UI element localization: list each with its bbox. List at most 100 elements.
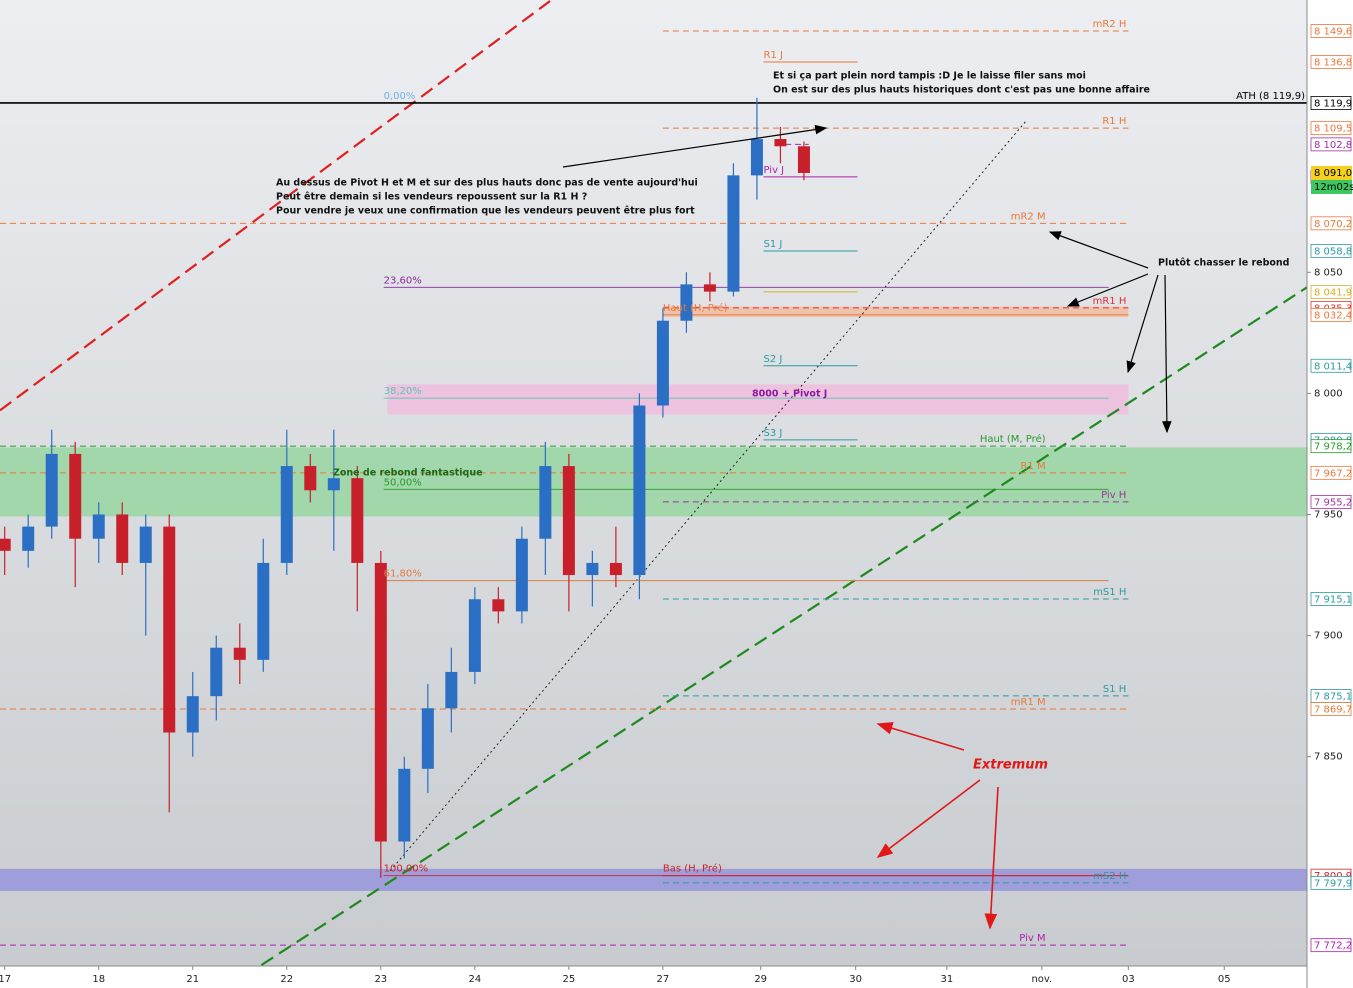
x-tick-label: 03 <box>1122 974 1135 985</box>
price-label: 8 011,4 <box>1314 361 1352 372</box>
candle-body <box>210 647 223 697</box>
x-tick-label: 27 <box>657 974 670 985</box>
level-label: mR1 M <box>1011 697 1046 708</box>
candle-body <box>233 647 246 660</box>
trend-line <box>260 286 1308 966</box>
candle-body <box>421 708 434 769</box>
candle-body <box>727 175 740 292</box>
zone <box>0 868 1307 891</box>
price-label: 7 915,1 <box>1314 595 1352 606</box>
price-label-box <box>1310 465 1352 480</box>
level-label: S1 J <box>764 239 783 250</box>
annotation: 8000 + Pivot J <box>752 389 827 400</box>
annotation: Extremum <box>973 758 1048 773</box>
candle-body <box>468 599 481 672</box>
price-label-box <box>1310 702 1352 716</box>
fib-label: 0,00% <box>384 91 416 102</box>
candle-body <box>163 526 176 733</box>
y-tick-label: 7 950 <box>1314 509 1343 520</box>
timer: 12m02s <box>1314 182 1353 193</box>
fib-label: 61,80% <box>384 569 422 580</box>
annotation: Au dessus de Pivot H et M et sur des plu… <box>276 178 698 189</box>
trend-line <box>389 119 1028 872</box>
price-label-box <box>1310 121 1352 136</box>
candle-body <box>69 453 82 539</box>
trend-line <box>0 0 551 412</box>
annotation: Pour vendre je veux une confirmation que… <box>276 206 695 217</box>
candle-body <box>92 514 105 539</box>
annotation: On est sur des plus hauts historiques do… <box>773 85 1150 96</box>
annotation: Peut être demain si les vendeurs repouss… <box>276 192 587 203</box>
price-label: 8 102,8 <box>1314 140 1352 151</box>
price-label: 8 032,4 <box>1314 310 1352 321</box>
candle-body <box>586 562 599 576</box>
level-label: Haut (M, Pré) <box>980 433 1046 445</box>
candle-body <box>0 538 11 551</box>
level-label: S3 J <box>764 428 783 439</box>
candle-body <box>797 146 810 173</box>
time-axis <box>0 966 1307 988</box>
zone <box>0 447 1307 517</box>
annotation: Plutôt chasser le rebond <box>1158 258 1289 269</box>
candle-body <box>445 671 458 709</box>
timer-box <box>1311 179 1352 194</box>
level-label: S2 J <box>764 354 783 365</box>
arrows <box>562 124 1172 930</box>
y-tick-label: 7 850 <box>1314 752 1343 763</box>
candle-body <box>492 599 505 612</box>
price-label: 7 869,7 <box>1314 704 1352 715</box>
level-label: mS2 H <box>1093 871 1126 882</box>
price-label-box <box>1310 55 1352 69</box>
y-tick-label: 7 900 <box>1314 631 1343 642</box>
candle-body <box>304 466 317 491</box>
price-label: 7 875,1 <box>1314 691 1352 702</box>
price-label-box <box>1310 284 1352 299</box>
price-label-box <box>1310 24 1352 38</box>
price-label-box <box>1310 96 1352 110</box>
price-label: 7 967,2 <box>1314 468 1352 479</box>
x-tick-label: 30 <box>849 974 862 985</box>
zone <box>387 384 1129 415</box>
fib-label: 23,60% <box>384 275 422 286</box>
candle-body <box>680 284 693 321</box>
current-price-box <box>1311 165 1352 180</box>
candle-body <box>774 139 787 147</box>
current-price: 8 091,0 <box>1314 168 1352 179</box>
level-label: Haut (H, Pré) <box>663 302 728 314</box>
candle-body <box>539 466 552 539</box>
level-label: R1 M <box>1020 461 1045 472</box>
candle-body <box>656 320 669 406</box>
level-label: Piv H <box>1101 490 1126 501</box>
price-axis <box>1307 0 1353 988</box>
price-label-box <box>1310 439 1352 454</box>
y-tick-label: 8 000 <box>1314 388 1343 399</box>
x-tick-label: 18 <box>92 974 105 985</box>
price-label: 8 136,8 <box>1314 58 1352 69</box>
candle-body <box>562 466 575 576</box>
x-tick-label: 25 <box>563 974 576 985</box>
fib-label: 100,00% <box>384 864 429 875</box>
candle-body <box>515 538 528 612</box>
candle-body <box>257 562 270 660</box>
candle-body <box>45 453 58 527</box>
level-label: Bas (H, Pré) <box>663 863 722 875</box>
annotation: Et si ça part plein nord tampis :D Je le… <box>773 71 1086 82</box>
price-label-box <box>1310 137 1352 152</box>
price-label: 7 978,2 <box>1314 442 1352 453</box>
x-tick-label: 05 <box>1218 974 1231 985</box>
price-label-box <box>1310 592 1352 606</box>
candle-body <box>116 514 129 563</box>
price-label-box <box>1310 244 1352 258</box>
price-label: 8 109,5 <box>1314 124 1352 135</box>
candle-body <box>327 478 340 491</box>
zone <box>662 306 1129 318</box>
candle-body <box>280 466 293 563</box>
price-label-box <box>1310 358 1352 373</box>
x-tick-label: 23 <box>374 974 387 985</box>
price-label-box <box>1310 307 1352 322</box>
level-label: Piv M <box>1019 933 1045 944</box>
fib-label: 50,00% <box>384 477 422 488</box>
level-label: R1 J <box>764 50 783 61</box>
candle-body <box>139 526 152 563</box>
